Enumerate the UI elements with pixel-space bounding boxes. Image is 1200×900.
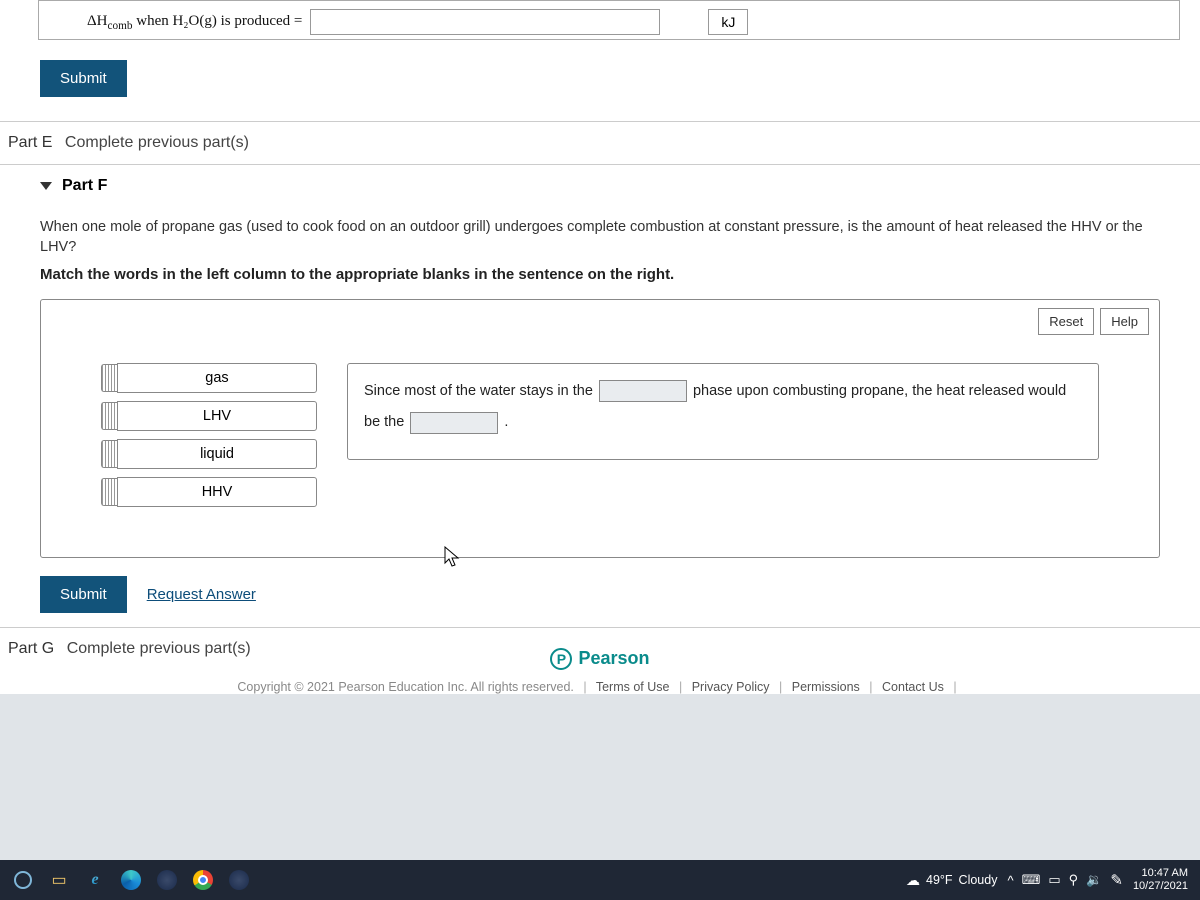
part-g-subtitle: Complete previous part(s) [67,640,251,657]
weather-temp: 49°F [926,873,953,887]
pearson-text: Pearson [578,648,649,669]
taskbar: ▭ e ☁ 49°F Cloudy ^ ⌨ ▭ ⚲ 🔉 ✎ 10:47 AM 1… [0,860,1200,900]
blank-slot-1[interactable] [599,380,687,402]
part-f-label: Part F [62,177,107,195]
permissions-link[interactable]: Permissions [792,680,860,694]
part-e-label: Part E [8,134,52,151]
collapse-icon [40,182,52,190]
part-f-header[interactable]: Part F [0,164,1200,207]
battery-icon[interactable]: ▭ [1048,872,1060,888]
grip-icon [101,478,117,506]
word-item[interactable]: gas [101,363,317,393]
system-tray[interactable]: ^ ⌨ ▭ ⚲ 🔉 ✎ [1007,871,1122,889]
match-container: Reset Help gas LHV liquid HHV [40,299,1160,558]
sentence-seg: Since most of the water stays in the [364,383,597,399]
edge-legacy-icon[interactable]: e [80,865,110,895]
cortana-icon[interactable] [8,865,38,895]
edge-icon[interactable] [116,865,146,895]
taskbar-left: ▭ e [8,865,254,895]
chrome-icon[interactable] [188,865,218,895]
grip-icon [101,402,117,430]
match-toolbar: Reset Help [41,300,1159,343]
formula-text: ΔHcomb when H₂O(g) is produced = [87,13,302,32]
word-chip[interactable]: LHV [117,401,317,431]
help-button[interactable]: Help [1100,308,1149,335]
formula-row: ΔHcomb when H₂O(g) is produced = kJ [38,0,1180,40]
cloud-icon: ☁ [906,872,920,889]
folder-icon[interactable]: ▭ [44,865,74,895]
footer-links: Copyright © 2021 Pearson Education Inc. … [0,674,1200,694]
pearson-p-icon: P [550,648,572,670]
word-item[interactable]: HHV [101,477,317,507]
app-icon-2[interactable] [224,865,254,895]
time: 10:47 AM [1133,867,1188,880]
privacy-link[interactable]: Privacy Policy [692,680,770,694]
word-chip[interactable]: liquid [117,439,317,469]
contact-link[interactable]: Contact Us [882,680,944,694]
part-e-subtitle: Complete previous part(s) [65,134,249,151]
part-g-label: Part G [8,640,54,657]
blank-slot-2[interactable] [410,412,498,434]
copyright: Copyright © 2021 Pearson Education Inc. … [237,680,573,694]
weather-cond: Cloudy [959,873,998,887]
grip-icon [101,440,117,468]
sentence-seg: . [504,414,508,430]
word-item[interactable]: LHV [101,401,317,431]
weather-widget[interactable]: ☁ 49°F Cloudy [906,872,997,889]
taskbar-right: ☁ 49°F Cloudy ^ ⌨ ▭ ⚲ 🔉 ✎ 10:47 AM 10/27… [906,867,1192,893]
submit-row: Submit Request Answer [40,576,1200,613]
part-e-header: Part E Complete previous part(s) [0,121,1200,164]
instruction-text: Match the words in the left column to th… [0,260,1200,295]
word-chip[interactable]: HHV [117,477,317,507]
terms-link[interactable]: Terms of Use [596,680,670,694]
date: 10/27/2021 [1133,880,1188,893]
formula-input[interactable] [310,9,660,35]
word-chip[interactable]: gas [117,363,317,393]
clock[interactable]: 10:47 AM 10/27/2021 [1133,867,1188,893]
word-item[interactable]: liquid [101,439,317,469]
request-answer-link[interactable]: Request Answer [147,586,256,603]
app-icon[interactable] [152,865,182,895]
word-bank: gas LHV liquid HHV [101,363,317,507]
wifi-icon[interactable]: ⚲ [1069,872,1079,888]
submit-button-top[interactable]: Submit [40,60,127,97]
sentence-box: Since most of the water stays in the pha… [347,363,1099,461]
pen-icon[interactable]: ✎ [1110,871,1123,889]
volume-icon[interactable]: 🔉 [1086,872,1102,888]
question-text: When one mole of propane gas (used to co… [0,207,1200,260]
chevron-up-icon[interactable]: ^ [1007,873,1013,888]
grip-icon [101,364,117,392]
unit-label: kJ [708,9,748,35]
submit-button-partf[interactable]: Submit [40,576,127,613]
reset-button[interactable]: Reset [1038,308,1094,335]
keyboard-icon[interactable]: ⌨ [1022,872,1041,888]
